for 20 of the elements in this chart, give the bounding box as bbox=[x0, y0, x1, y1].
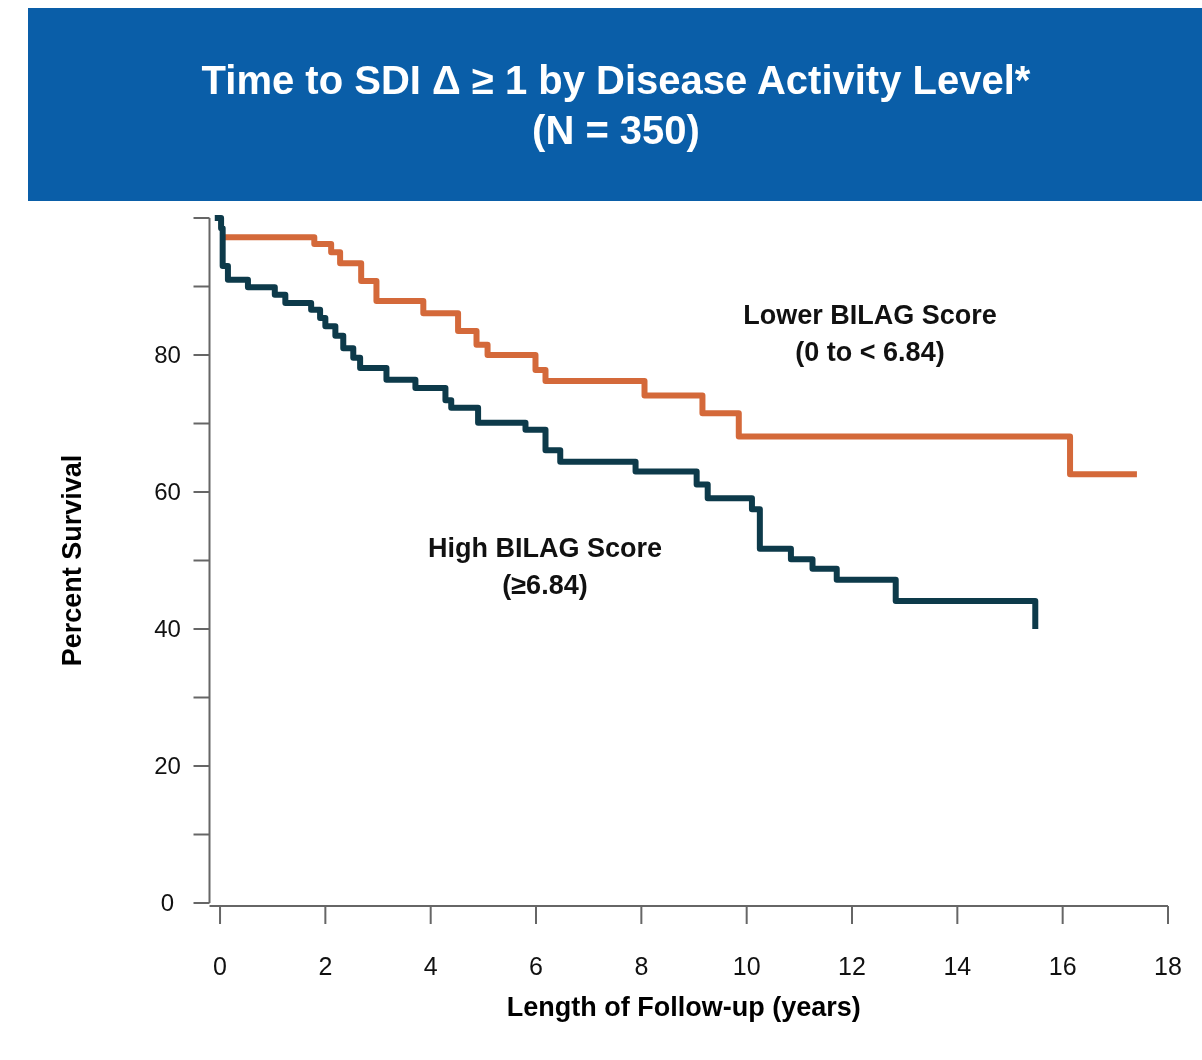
x-tick-label: 10 bbox=[732, 952, 761, 980]
x-tick-label: 16 bbox=[1048, 952, 1077, 980]
x-tick-label: 6 bbox=[529, 952, 543, 980]
x-tick-label: 14 bbox=[943, 952, 972, 980]
x-tick-label: 0 bbox=[213, 952, 227, 980]
x-axis-title: Length of Follow-up (years) bbox=[506, 992, 861, 1022]
x-tick-label: 4 bbox=[423, 952, 438, 980]
y-tick-label: 60 bbox=[154, 478, 181, 505]
y-tick-label: 80 bbox=[154, 341, 181, 368]
y-axis-title: Percent Survival bbox=[57, 454, 87, 667]
x-tick-label: 18 bbox=[1154, 952, 1182, 980]
text: High BILAG Score (≥6.84) bbox=[427, 533, 663, 600]
chart-title: Time to SDI Δ ≥ 1 by Disease Activity Level* (N = 350) bbox=[201, 58, 1031, 152]
series-label: Lower BILAG Score (0 to < 6.84) bbox=[743, 300, 997, 367]
y-tick-label: 40 bbox=[154, 615, 181, 642]
x-tick-label: 12 bbox=[838, 952, 866, 980]
x-tick-label: 8 bbox=[634, 952, 649, 980]
y-tick-label: 0 bbox=[160, 889, 175, 916]
x-tick-label: 2 bbox=[318, 952, 333, 980]
y-tick-label: 20 bbox=[154, 752, 181, 779]
